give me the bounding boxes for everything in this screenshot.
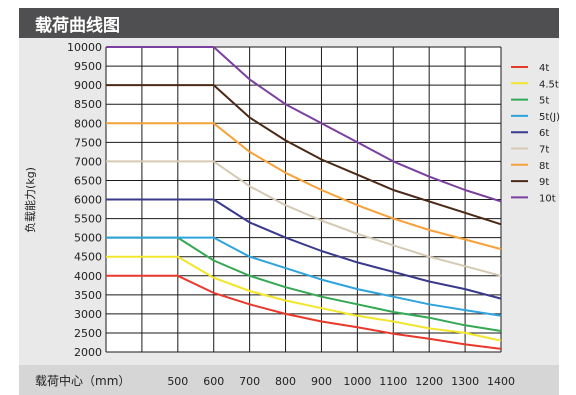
x-tick-label: 1400 [487,375,515,388]
x-tick-label: 1200 [415,375,443,388]
x-axis-footer: 载荷中心（mm） [19,365,559,395]
y-tick-label: 7500 [74,136,102,149]
chart-header: 载荷曲线图 [19,8,559,38]
legend-label: 5t [539,96,549,107]
legend-label: 4t [539,63,549,74]
legend-label: 4.5t [539,79,559,90]
y-tick-label: 3500 [74,289,102,302]
series-line-4t [106,274,502,350]
legend-label: 10t [539,193,556,204]
series-line-5t [106,236,502,332]
y-tick-label: 5000 [74,232,102,245]
y-tick-label: 4000 [74,270,102,283]
x-tick-label: 600 [203,375,224,388]
legend-label: 7t [539,145,549,156]
series-line-8t [106,122,502,251]
y-tick-label: 6500 [74,174,102,187]
legend-label: 8t [539,161,549,172]
series-line-7t [106,160,502,277]
x-tick-label: 1300 [451,375,479,388]
series-line-4.5t [106,255,502,342]
x-tick-label: 800 [275,375,296,388]
x-tick-label: 900 [311,375,332,388]
y-tick-label: 10000 [67,41,102,54]
y-tick-label: 9000 [74,79,102,92]
y-tick-label: 2000 [74,346,102,359]
y-tick-label: 9500 [74,60,102,73]
y-tick-label: 2500 [74,327,102,340]
series-line-6t [106,198,502,300]
series-line-10t [106,46,502,203]
y-tick-label: 4500 [74,251,102,264]
y-tick-label: 5500 [74,213,102,226]
series-line-5t(J) [106,236,502,317]
legend-label: 5t(J) [539,112,560,123]
legend-label: 9t [539,177,549,188]
x-tick-label: 1100 [379,375,407,388]
y-tick-label: 8000 [74,117,102,130]
x-tick-label: 700 [239,375,260,388]
y-tick-label: 7000 [74,155,102,168]
x-tick-label: 1000 [343,375,371,388]
x-axis-label: 载荷中心（mm） [35,374,131,388]
y-tick-label: 8500 [74,98,102,111]
x-tick-label: 500 [167,375,188,388]
chart-title: 载荷曲线图 [35,16,120,36]
y-tick-label: 3000 [74,308,102,321]
legend-label: 6t [539,128,549,139]
series-line-9t [106,84,502,226]
y-tick-label: 6000 [74,194,102,207]
